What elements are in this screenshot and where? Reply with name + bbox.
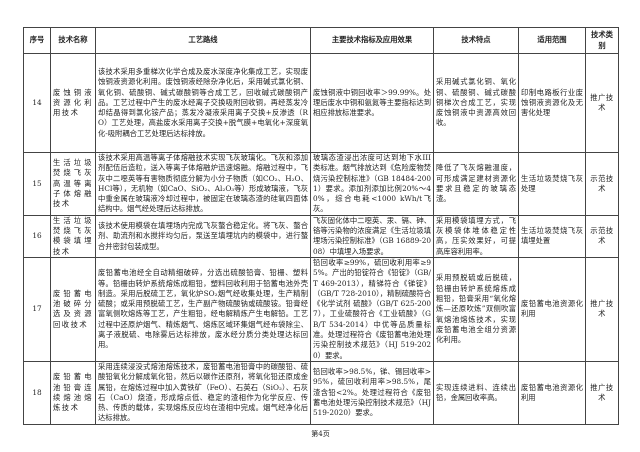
cell-no: 17 [23, 256, 51, 362]
cell-name: 废蚀铜液资源化利用技术 [50, 53, 96, 153]
cell-name: 废铅蓄电池铅膏连续熔池熔炼技术 [50, 360, 96, 425]
cell-features: 采用模袋填埋方式，飞灰模袋体堆体稳定性高，压实效果好，可提高库容利用率。 [433, 214, 519, 258]
cell-indicators: 飞灰固化体中二噁英、汞、镉、砷、铬等污染物的浓度满足《生活垃圾填埋场污染控制标准… [310, 214, 434, 258]
table-row: 14 废蚀铜液资源化利用技术 该技术采用多重梯次化学合成及废水深度净化集成工艺，实现… [23, 53, 619, 153]
cell-no: 16 [23, 214, 51, 258]
page-number: 第4页 [311, 429, 330, 438]
table-row: 18 废铅蓄电池铅膏连续熔池熔炼技术 采用连续浸没式熔池熔炼技术，废铅蓄电池铅膏中的… [23, 360, 619, 425]
cell-route: 该技术采用高温等离子体熔融技术实现飞灰玻璃化。飞灰和添加剂配伍后造粒，送入等离子… [95, 152, 311, 216]
cell-scope: 废铅蓄电池资源化利用 [518, 256, 586, 362]
cell-features: 降低了飞灰熔融温度，可形成满足建材资源化要求且稳定的玻璃态渣。 [433, 152, 519, 216]
cell-category: 示范技术 [585, 152, 619, 216]
document-page: 序号 技术名称 工艺路线 主要技术指标及应用效果 技术特点 适用范围 技术类别 … [23, 27, 619, 438]
cell-no: 14 [23, 53, 51, 153]
cell-scope: 废铅蓄电池资源化利用 [518, 360, 586, 425]
header-indicators: 主要技术指标及应用效果 [310, 27, 434, 54]
technology-table: 序号 技术名称 工艺路线 主要技术指标及应用效果 技术特点 适用范围 技术类别 … [23, 27, 619, 425]
cell-route: 该技术采用多重梯次化学合成及废水深度净化集成工艺，实现废蚀铜液资源化利用。废蚀铜… [95, 53, 311, 153]
cell-scope: 生活垃圾焚烧飞灰填埋处置 [518, 214, 586, 258]
header-scope: 适用范围 [518, 27, 586, 54]
table-row: 15 生活垃圾焚烧飞灰高温等离子体熔融技术 该技术采用高温等离子体熔融技术实现飞灰玻… [23, 152, 619, 216]
cell-no: 18 [23, 360, 51, 425]
cell-indicators: 铅回收率≥99%，硫回收利用率≥95%。产出的铅锭符合《铅锭》（GB/T 469… [310, 256, 434, 362]
cell-route: 废铅蓄电池经全自动精细破碎，分选出硫酸铅膏、铅栅、塑料等。铅栅由转炉系统熔炼成粗… [95, 256, 311, 362]
cell-category: 示范技术 [585, 214, 619, 258]
cell-features: 采用碱式氯化铜、氧化铜、硫酸铜、碱式碳酸铜梯次合成工艺，实现废蚀铜液中资源高效回… [433, 53, 519, 153]
header-category: 技术类别 [585, 27, 619, 54]
cell-features: 实现连续进料、连续出铅，金属回收率高。 [433, 360, 519, 425]
cell-scope: 印制电路板行业废蚀铜液资源化及无害化处理 [518, 53, 586, 153]
cell-category: 推广技术 [585, 53, 619, 153]
cell-name: 生活垃圾焚烧飞灰高温等离子体熔融技术 [50, 152, 96, 216]
cell-category: 推广技术 [585, 360, 619, 425]
table-header-row: 序号 技术名称 工艺路线 主要技术指标及应用效果 技术特点 适用范围 技术类别 [23, 27, 619, 54]
header-route: 工艺路线 [95, 27, 311, 54]
cell-no: 15 [23, 152, 51, 216]
header-no: 序号 [23, 27, 51, 54]
cell-indicators: 废蚀铜液中铜回收率＞99.99%。处理后废水中铜和氨氮等主要指标达到相应排放标准… [310, 53, 434, 153]
cell-route: 采用连续浸没式熔池熔炼技术，废铅蓄电池铅膏中的碳酸铅、硫酸铅氧化分解成氧化铅，然… [95, 360, 311, 425]
cell-route: 该技术使用模袋在填埋场内完成飞灰螯合稳定化。将飞灰、螯合剂、助流剂和水搅拌均匀后… [95, 214, 311, 258]
cell-name: 废铅蓄电池破碎分选及资源回收技术 [50, 256, 96, 362]
cell-indicators: 铅回收率>98.5%，锑、锡回收率>95%，硫回收利用率>98.5%，尾渣含铅<… [310, 360, 434, 425]
table-row: 17 废铅蓄电池破碎分选及资源回收技术 废铅蓄电池经全自动精细破碎，分选出硫酸铅膏、… [23, 256, 619, 362]
cell-indicators: 玻璃态渣浸出浓度可达到地下水III类标准。烟气排放达到《危险废物焚烧污染控制标准… [310, 152, 434, 216]
cell-features: 采用预脱硫或后脱硫，铅栅由转炉系统熔炼成粗铅，铅膏采用“氧化熔炼—还原吹炼”双侧… [433, 256, 519, 362]
cell-name: 生活垃圾焚烧飞灰模袋填埋技术 [50, 214, 96, 258]
table-row: 16 生活垃圾焚烧飞灰模袋填埋技术 该技术使用模袋在填埋场内完成飞灰螯合稳定化。将飞… [23, 214, 619, 258]
cell-category: 推广技术 [585, 256, 619, 362]
header-features: 技术特点 [433, 27, 519, 54]
cell-scope: 生活垃圾焚烧飞灰处理 [518, 152, 586, 216]
header-name: 技术名称 [50, 27, 96, 54]
